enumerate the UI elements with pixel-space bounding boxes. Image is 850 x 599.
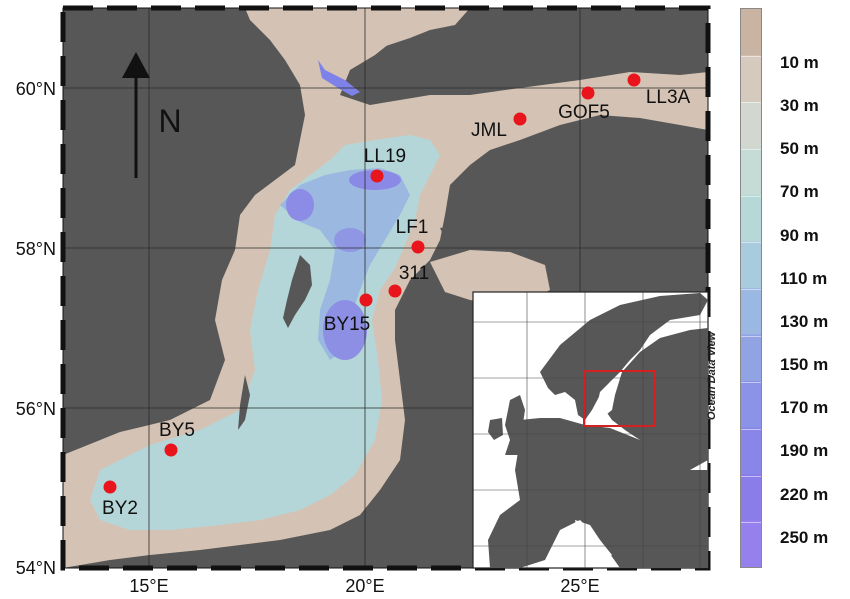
colorbar-divider xyxy=(741,382,761,384)
colorbar-label: 130 m xyxy=(780,311,829,331)
inset-britain xyxy=(505,395,530,455)
sea-deep xyxy=(280,168,410,360)
inset-scandinavia xyxy=(540,293,708,420)
lat-label-56: 56°N xyxy=(16,399,56,419)
station-label-311: 311 xyxy=(399,263,429,284)
station-label-by15: BY15 xyxy=(324,314,370,335)
colorbar-divider xyxy=(741,522,761,524)
colorbar-divider xyxy=(741,242,761,244)
colorbar-divider xyxy=(741,195,761,197)
inset-baltic xyxy=(596,372,622,418)
station-marker-gof5[interactable] xyxy=(581,86,595,100)
colorbar-divider xyxy=(741,149,761,150)
inset-ireland xyxy=(488,418,503,440)
station-label-ll19: LL19 xyxy=(364,146,406,167)
station-marker-lf1[interactable] xyxy=(411,240,425,254)
colorbar-divider xyxy=(741,429,761,430)
gulf-of-riga xyxy=(430,250,550,305)
gotland-island xyxy=(283,255,312,328)
ocean-data-view-watermark: Ocean Data View xyxy=(706,331,718,420)
colorbar-label: 150 m xyxy=(780,355,829,375)
station-label-by5: BY5 xyxy=(159,420,195,441)
station-marker-by15[interactable] xyxy=(359,293,373,307)
colorbar-label: 50 m xyxy=(780,139,819,159)
station-label-jml: JML xyxy=(471,120,507,141)
aland-deep xyxy=(318,60,360,96)
inset-map xyxy=(472,291,709,569)
station-label-gof5: GOF5 xyxy=(558,102,610,123)
station-marker-ll3a[interactable] xyxy=(627,73,641,87)
saaremaa-island xyxy=(440,222,485,245)
station-marker-ll19[interactable] xyxy=(370,169,384,183)
inset-continent xyxy=(488,418,708,568)
depth-colorbar xyxy=(740,8,762,568)
north-label: N xyxy=(158,103,181,139)
colorbar-divider xyxy=(741,475,761,477)
gotland-deep xyxy=(323,300,367,360)
inset-finland-russia xyxy=(605,328,708,470)
oland-island xyxy=(238,375,250,430)
lat-label-58: 58°N xyxy=(16,239,56,259)
station-marker-311[interactable] xyxy=(388,284,402,298)
stations: LL3A GOF5 JML LL19 LF1 311 BY15 BY5 BY2 xyxy=(102,73,691,519)
colorbar-label: 250 m xyxy=(780,527,829,547)
inset-grid xyxy=(473,292,708,568)
lon-label-15: 15°E xyxy=(129,576,168,596)
lon-label-25: 25°E xyxy=(560,576,599,596)
colorbar-divider xyxy=(741,335,761,337)
map-area xyxy=(63,8,708,568)
colorbar-label: 30 m xyxy=(780,96,819,116)
station-label-lf1: LF1 xyxy=(396,217,429,238)
inset-italy xyxy=(575,520,612,560)
north-arrow-icon xyxy=(122,52,150,78)
colorbar-label: 110 m xyxy=(780,268,828,288)
colorbar-divider xyxy=(741,102,761,104)
station-label-ll3a: LL3A xyxy=(646,87,691,108)
colorbar-label: 90 m xyxy=(780,225,819,245)
colorbar-divider xyxy=(741,289,761,290)
deep-basin-west xyxy=(286,189,314,221)
north-arrow xyxy=(122,52,150,178)
grid-lines xyxy=(63,8,708,568)
colorbar-label: 220 m xyxy=(780,484,829,504)
lon-label-20: 20°E xyxy=(345,576,384,596)
deep-basin-north-gotland xyxy=(334,228,366,252)
colorbar-divider xyxy=(741,55,761,57)
lat-label-60: 60°N xyxy=(16,79,56,99)
colorbar-label: 170 m xyxy=(780,398,829,418)
station-marker-by5[interactable] xyxy=(164,443,178,457)
station-label-by2: BY2 xyxy=(102,498,138,519)
station-marker-by2[interactable] xyxy=(103,480,117,494)
station-marker-jml[interactable] xyxy=(513,112,527,126)
lat-label-54: 54°N xyxy=(16,558,56,578)
colorbar-label: 70 m xyxy=(780,182,819,202)
map-frame-inner xyxy=(62,7,709,569)
colorbar-label: 10 m xyxy=(780,53,819,72)
inset-study-area-box xyxy=(583,370,655,427)
colorbar-label: 190 m xyxy=(780,441,829,461)
